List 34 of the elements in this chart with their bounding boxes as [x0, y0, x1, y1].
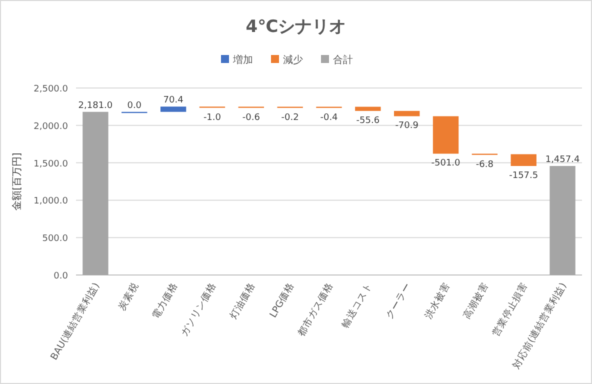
x-tick-label: 営業停止損害 — [490, 280, 530, 338]
legend-label: 合計 — [333, 54, 353, 66]
x-tick-label: 電力価格 — [150, 280, 180, 322]
data-label: -55.6 — [356, 116, 380, 126]
data-label: -0.4 — [320, 112, 338, 123]
x-tick-label: ガソリン価格 — [178, 280, 219, 338]
data-label: 1,457.4 — [545, 154, 580, 165]
y-tick-label: 2,500.0 — [34, 84, 68, 94]
data-label: 2,181.0 — [78, 100, 113, 111]
data-label: -1.0 — [203, 112, 222, 123]
data-label: -501.0 — [431, 158, 461, 169]
y-tick-label: 0.0 — [54, 272, 68, 282]
legend-label: 減少 — [283, 54, 303, 66]
x-tick-label: 洪水被害 — [422, 280, 452, 322]
x-tick-label: 都市ガス価格 — [295, 280, 336, 338]
legend-label: 増加 — [232, 54, 253, 66]
data-label: -6.8 — [476, 160, 494, 170]
data-label: 70.4 — [163, 96, 184, 106]
data-label: 0.0 — [127, 100, 142, 111]
x-tick-label: クーラー — [384, 281, 414, 322]
data-label: -0.2 — [281, 112, 299, 123]
data-label: -0.6 — [242, 112, 260, 123]
x-tick-label: 灯油価格 — [227, 280, 258, 322]
x-tick-label: 炭素税 — [116, 280, 141, 312]
data-label: -70.9 — [395, 121, 419, 132]
y-tick-label: 500.0 — [42, 234, 68, 244]
y-axis-title: 金額[百万円] — [11, 152, 23, 210]
chart-title: 4℃シナリオ — [246, 17, 346, 37]
y-tick-label: 2,000.0 — [34, 122, 68, 132]
x-tick-label: 輸送コスト — [339, 280, 375, 330]
data-label: -157.5 — [509, 170, 538, 181]
y-tick-label: 1,500.0 — [34, 159, 68, 170]
y-tick-label: 1,000.0 — [34, 196, 68, 207]
x-tick-label: 高潮被害 — [460, 280, 492, 322]
